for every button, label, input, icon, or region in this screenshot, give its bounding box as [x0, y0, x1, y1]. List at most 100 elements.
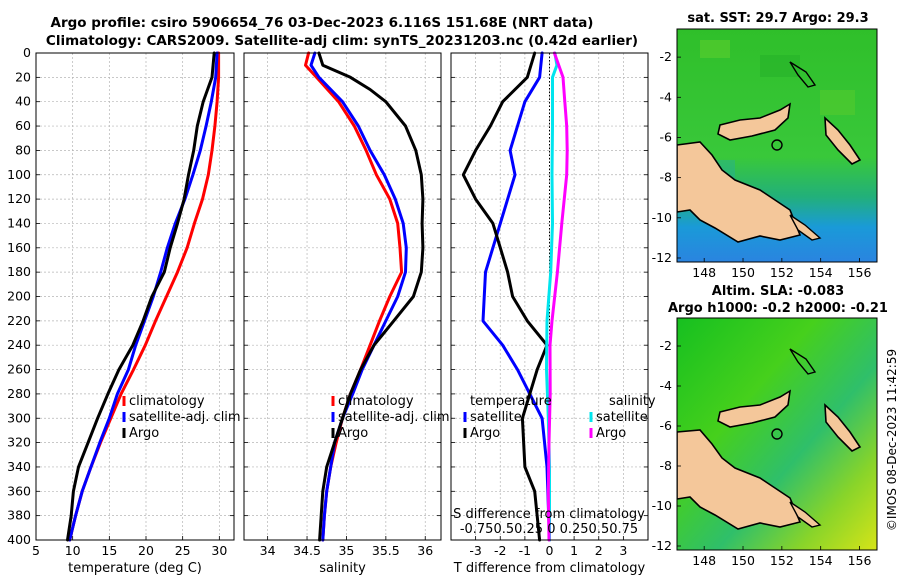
x-tick-label: 35.5 — [372, 543, 400, 558]
map-x-tick-label: 154 — [809, 553, 833, 568]
map-x-tick-label: 154 — [809, 265, 833, 280]
map-y-tick-label: -8 — [660, 170, 673, 185]
sst-map — [677, 29, 877, 262]
map-x-tick-label: 150 — [731, 265, 755, 280]
legend-climatology-2: climatology — [338, 394, 414, 409]
legend-difference-panel: temperature salinity satellite Argo sate… — [463, 394, 656, 441]
temperature-panel: 0 20 40 60 80 100 120 140 160 180 200 220 240 260 280 3… — [7, 45, 235, 576]
legend-argo-2: Argo — [338, 426, 368, 441]
series-temperature-Argo — [461, 51, 549, 542]
legend-satellite-2: satellite-adj. clim — [338, 410, 450, 425]
map-axes: 148 150 152 154 156 -2 -4 -6 -8 -10 -12 148 150 152 15… — [652, 49, 872, 568]
map-y-tick-label: -12 — [652, 250, 672, 265]
legend-sal-title: salinity — [609, 394, 656, 409]
x-tick-label: 20 — [138, 543, 154, 558]
y-tick-label: 100 — [7, 167, 31, 182]
x-tick-label: 25 — [175, 543, 191, 558]
y-tick-label: 360 — [7, 483, 31, 498]
y-tick-label: 340 — [7, 459, 31, 474]
map-x-tick-label: 156 — [848, 265, 872, 280]
y-tick-label: 80 — [15, 142, 31, 157]
x-tick-label: 30 — [211, 543, 227, 558]
series-Argo — [317, 51, 425, 542]
map-x-tick-label: 148 — [692, 265, 716, 280]
map-y-tick-label: -8 — [660, 458, 673, 473]
x-tick-label: 5 — [32, 543, 40, 558]
legend-salinity-panel: climatology satellite-adj. clim Argo — [331, 394, 450, 441]
map-y-tick-label: -4 — [660, 378, 673, 393]
header-line1: Argo profile: csiro 5906654_76 03-Dec-20… — [51, 15, 594, 31]
legend-temperature-panel: climatology satellite-adj. clim Argo — [122, 394, 241, 441]
y-tick-label: 160 — [7, 240, 31, 255]
map-y-tick-label: -6 — [660, 129, 673, 144]
legend-temp-argo: Argo — [470, 426, 500, 441]
y-tick-label: 0 — [23, 45, 31, 60]
x-axis-label: temperature (deg C) — [68, 561, 202, 576]
x-axis-label: salinity — [319, 561, 366, 576]
legend-sal-argo: Argo — [596, 426, 626, 441]
legend-argo: Argo — [129, 426, 159, 441]
x-tick-label: 34 — [260, 543, 276, 558]
x-tick-label: 15 — [101, 543, 117, 558]
y-tick-label: 40 — [15, 94, 31, 109]
series-temperature-satellite — [481, 51, 551, 542]
sla-title2: Argo h1000: -0.2 h2000: -0.21 — [668, 301, 888, 316]
x-tick-label: 35 — [338, 543, 354, 558]
y-tick-label: 280 — [7, 386, 31, 401]
legend-temp-title: temperature — [470, 394, 552, 409]
y-tick-label: 140 — [7, 215, 31, 230]
legend-sal-satellite: satellite — [596, 410, 648, 425]
map-y-tick-label: -10 — [652, 498, 672, 513]
map-x-tick-label: 152 — [770, 553, 794, 568]
y-tick-label: 180 — [7, 264, 31, 279]
map-y-tick-label: -2 — [660, 49, 672, 64]
y-tick-label: 240 — [7, 337, 31, 352]
difference-panel: -3 -2 -1 0 1 2 3 T difference from climatology — [450, 51, 649, 576]
y-tick-label: 60 — [15, 118, 31, 133]
salinity-panel: 34 34.5 35 35.5 36 salinity — [243, 51, 442, 576]
map-x-tick-label: 150 — [731, 553, 755, 568]
x-tick-label: 10 — [65, 543, 81, 558]
x-axis-label: T difference from climatology — [453, 561, 646, 576]
map-x-tick-label: 148 — [692, 553, 716, 568]
y-tick-label: 120 — [7, 191, 31, 206]
series-Argo — [66, 51, 216, 542]
sla-title1: Altim. SLA: -0.083 — [712, 284, 844, 299]
legend-satellite: satellite-adj. clim — [129, 410, 241, 425]
x-tick-label: 3 — [619, 543, 627, 558]
s-diff-label: S difference from climatology — [453, 507, 645, 522]
map-y-tick-label: -10 — [652, 210, 672, 225]
map-y-tick-label: -12 — [652, 538, 672, 553]
x-tick-label: 1 — [570, 543, 578, 558]
x-tick-label: -3 — [469, 543, 481, 558]
y-tick-label: 380 — [7, 508, 31, 523]
x-tick-label: 34.5 — [293, 543, 321, 558]
y-tick-label: 200 — [7, 289, 31, 304]
header-line2: Climatology: CARS2009. Satellite-adj cli… — [46, 33, 638, 49]
watermark: ©IMOS 08-Dec-2023 11:42:59 — [885, 349, 899, 531]
s-diff-ticks: -0.750.50.25 0 0.250.50.75 — [460, 522, 638, 537]
map-x-tick-label: 152 — [770, 265, 794, 280]
sst-title: sat. SST: 29.7 Argo: 29.3 — [687, 11, 868, 26]
x-tick-label: 2 — [595, 543, 603, 558]
legend-climatology: climatology — [129, 394, 205, 409]
legend-temp-satellite: satellite — [470, 410, 522, 425]
map-y-tick-label: -2 — [660, 338, 672, 353]
y-tick-label: 20 — [15, 69, 31, 84]
sla-map — [677, 318, 877, 550]
y-tick-label: 260 — [7, 362, 31, 377]
map-x-tick-label: 156 — [848, 553, 872, 568]
map-y-tick-label: -6 — [660, 418, 673, 433]
y-tick-label: 320 — [7, 435, 31, 450]
x-tick-label: 36 — [417, 543, 433, 558]
x-tick-label: -1 — [519, 543, 531, 558]
map-y-tick-label: -4 — [660, 89, 673, 104]
series-salinity-Argo — [546, 51, 569, 542]
y-tick-label: 400 — [7, 532, 31, 547]
x-tick-label: -2 — [494, 543, 506, 558]
y-tick-label: 220 — [7, 313, 31, 328]
x-tick-label: 0 — [546, 543, 554, 558]
series-satellite-adj-clim — [309, 51, 408, 542]
y-tick-label: 300 — [7, 410, 31, 425]
